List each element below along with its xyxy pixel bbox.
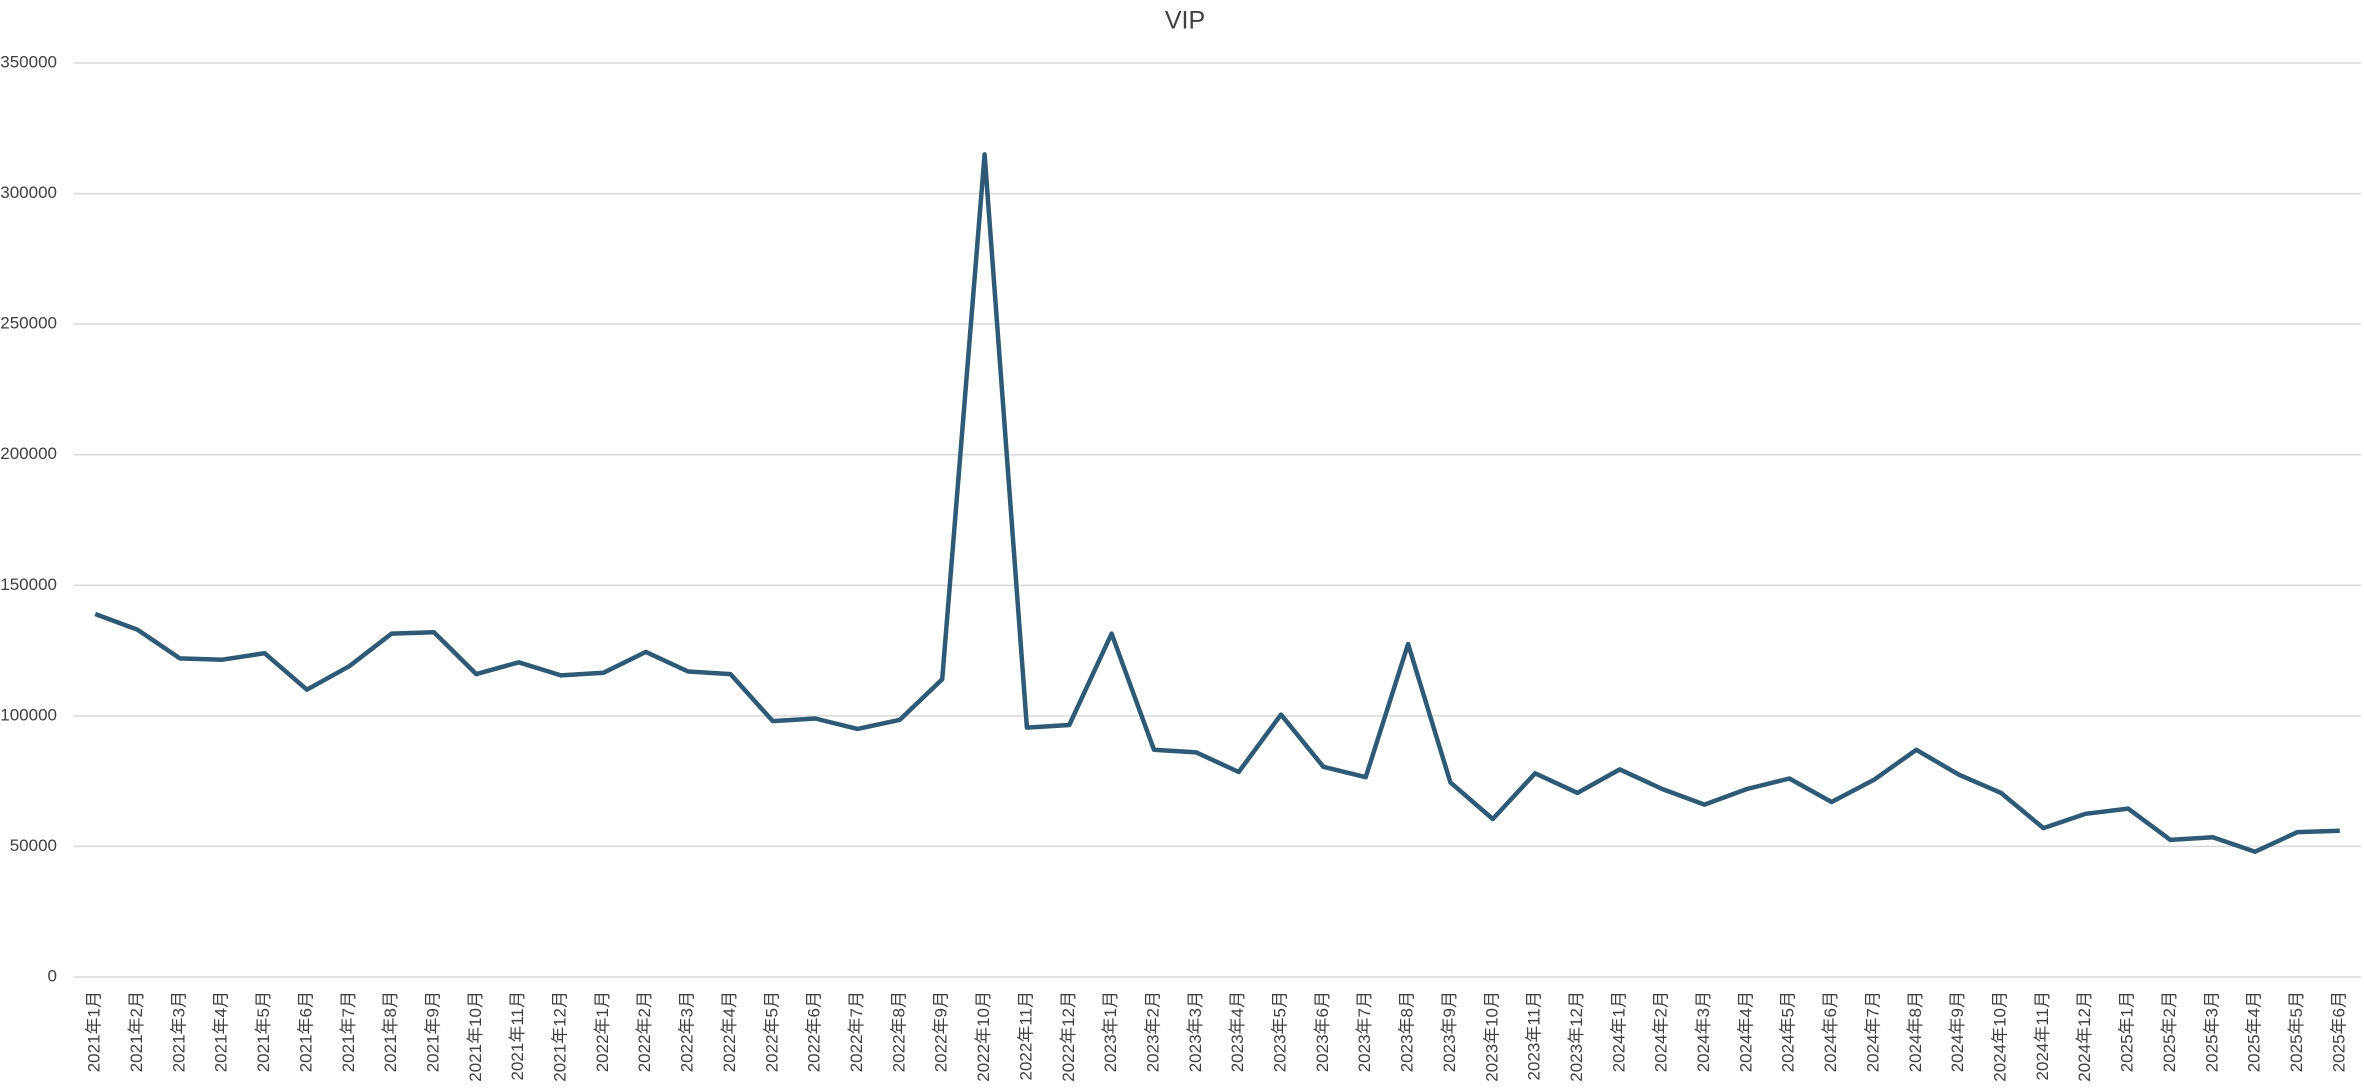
x-tick-label: 2024年2月 [1652,991,1671,1072]
x-tick-label: 2021年10月 [466,991,485,1082]
x-tick-label: 2023年8月 [1398,991,1417,1072]
y-tick-label: 350000 [0,52,57,71]
x-tick-label: 2022年3月 [678,991,697,1072]
x-tick-label: 2025年2月 [2160,991,2179,1072]
x-tick-label: 2023年11月 [1525,991,1544,1080]
x-tick-label: 2023年10月 [1482,991,1501,1082]
x-tick-label: 2023年2月 [1143,991,1162,1072]
x-tick-label: 2024年10月 [1990,991,2009,1082]
x-tick-label: 2024年7月 [1863,991,1882,1072]
x-tick-label: 2024年11月 [2033,991,2052,1080]
x-tick-label: 2023年12月 [1567,991,1586,1082]
x-tick-label: 2021年9月 [423,991,442,1072]
y-tick-label: 300000 [0,183,57,202]
x-tick-label: 2022年1月 [593,991,612,1072]
x-tick-label: 2023年5月 [1271,991,1290,1072]
x-tick-label: 2025年6月 [2329,991,2348,1072]
x-tick-label: 2021年7月 [339,991,358,1072]
x-tick-label: 2024年6月 [1821,991,1840,1072]
x-tick-label: 2024年3月 [1694,991,1713,1072]
x-tick-label: 2025年1月 [2118,991,2137,1072]
y-tick-label: 50000 [10,836,57,855]
x-tick-label: 2025年3月 [2202,991,2221,1072]
x-tick-label: 2021年3月 [169,991,188,1072]
x-tick-label: 2021年2月 [127,991,146,1072]
y-tick-label: 150000 [0,575,57,594]
y-tick-label: 0 [48,966,57,985]
x-tick-label: 2022年10月 [974,991,993,1082]
x-tick-label: 2023年9月 [1440,991,1459,1072]
y-tick-label: 200000 [0,444,57,463]
x-tick-label: 2024年9月 [1948,991,1967,1072]
x-tick-label: 2023年7月 [1355,991,1374,1072]
x-tick-label: 2021年4月 [212,991,231,1072]
y-tick-label: 100000 [0,705,57,724]
y-tick-label: 250000 [0,314,57,333]
x-tick-label: 2021年6月 [296,991,315,1072]
x-tick-label: 2023年3月 [1186,991,1205,1072]
x-tick-label: 2022年11月 [1016,991,1035,1080]
x-tick-label: 2022年5月 [762,991,781,1072]
x-tick-label: 2023年6月 [1313,991,1332,1072]
x-tick-label: 2022年2月 [635,991,654,1072]
x-tick-label: 2021年11月 [508,991,527,1080]
x-tick-label: 2022年7月 [847,991,866,1072]
x-tick-label: 2024年5月 [1779,991,1798,1072]
x-tick-label: 2021年8月 [381,991,400,1072]
x-tick-label: 2024年8月 [1906,991,1925,1072]
x-tick-label: 2022年9月 [932,991,951,1072]
x-tick-label: 2024年12月 [2075,991,2094,1082]
x-tick-label: 2021年1月 [85,991,104,1072]
x-tick-label: 2025年4月 [2245,991,2264,1072]
x-tick-label: 2022年4月 [720,991,739,1072]
x-tick-label: 2024年1月 [1609,991,1628,1072]
x-tick-label: 2024年4月 [1736,991,1755,1072]
chart-title: VIP [1165,7,1205,35]
x-tick-label: 2022年6月 [805,991,824,1072]
x-tick-label: 2021年12月 [551,991,570,1082]
data-line [94,152,2340,854]
x-tick-label: 2021年5月 [254,991,273,1072]
x-tick-label: 2023年1月 [1101,991,1120,1072]
x-tick-label: 2022年8月 [889,991,908,1072]
x-tick-label: 2022年12月 [1059,991,1078,1082]
x-tick-label: 2023年4月 [1228,991,1247,1072]
x-tick-label: 2025年5月 [2287,991,2306,1072]
